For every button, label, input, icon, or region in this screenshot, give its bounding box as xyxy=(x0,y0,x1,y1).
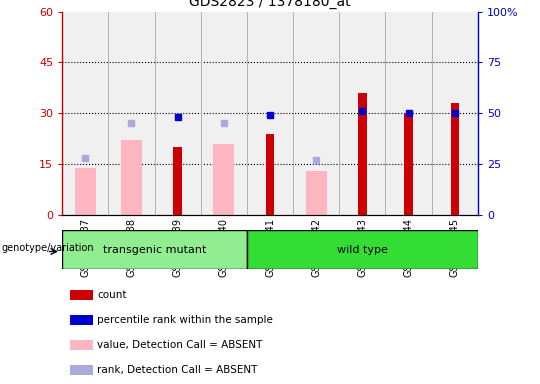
Bar xyxy=(213,144,234,215)
Bar xyxy=(70,290,93,300)
Text: percentile rank within the sample: percentile rank within the sample xyxy=(97,315,273,325)
Text: wild type: wild type xyxy=(337,245,388,255)
Bar xyxy=(247,230,478,269)
Bar xyxy=(109,12,154,215)
Bar xyxy=(154,12,201,215)
Bar xyxy=(339,12,386,215)
Bar xyxy=(201,12,247,215)
Bar xyxy=(404,113,413,215)
Text: value, Detection Call = ABSENT: value, Detection Call = ABSENT xyxy=(97,340,263,350)
Bar xyxy=(358,93,367,215)
Title: GDS2823 / 1378180_at: GDS2823 / 1378180_at xyxy=(189,0,351,9)
Bar xyxy=(62,12,109,215)
Bar xyxy=(386,12,431,215)
Bar xyxy=(62,230,247,269)
Bar xyxy=(173,147,182,215)
Bar xyxy=(75,167,96,215)
Bar xyxy=(266,134,274,215)
Bar xyxy=(247,12,293,215)
Text: count: count xyxy=(97,290,127,300)
Bar xyxy=(70,365,93,375)
Bar xyxy=(431,12,478,215)
Bar xyxy=(70,315,93,325)
Bar xyxy=(293,12,339,215)
Bar xyxy=(451,103,459,215)
Bar xyxy=(70,340,93,350)
Bar xyxy=(306,171,327,215)
Text: genotype/variation: genotype/variation xyxy=(1,243,94,253)
Bar xyxy=(121,141,142,215)
Text: rank, Detection Call = ABSENT: rank, Detection Call = ABSENT xyxy=(97,365,258,375)
Text: transgenic mutant: transgenic mutant xyxy=(103,245,206,255)
